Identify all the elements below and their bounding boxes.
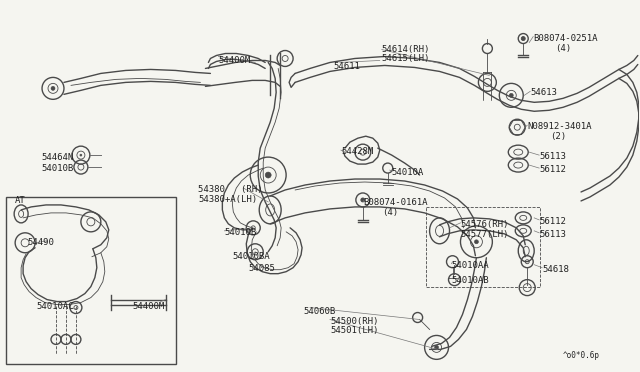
Text: 54010B: 54010B	[41, 164, 74, 173]
Text: 54400M: 54400M	[132, 302, 165, 311]
Circle shape	[51, 86, 55, 90]
Text: 54428M: 54428M	[341, 147, 373, 156]
Text: B08074-0251A: B08074-0251A	[533, 33, 598, 42]
Text: 54085: 54085	[248, 264, 275, 273]
Text: 54611: 54611	[333, 62, 360, 71]
Circle shape	[80, 154, 82, 156]
Text: 54380   (RH): 54380 (RH)	[198, 185, 263, 194]
Text: 54060B: 54060B	[303, 307, 335, 315]
Text: (2): (2)	[550, 132, 566, 141]
Text: 54010B: 54010B	[225, 228, 257, 237]
Text: 54400M: 54400M	[218, 57, 251, 65]
Text: 54380+A(LH): 54380+A(LH)	[198, 195, 257, 204]
Text: 54501(LH): 54501(LH)	[330, 327, 378, 336]
Text: 54615(LH): 54615(LH)	[382, 54, 430, 64]
Text: 54010AB: 54010AB	[451, 276, 489, 285]
Text: 54618: 54618	[542, 265, 569, 274]
Text: 54577(LH): 54577(LH)	[460, 230, 509, 239]
Text: 54614(RH): 54614(RH)	[382, 45, 430, 54]
Bar	[426, 207, 540, 286]
Text: 54010AA: 54010AA	[451, 261, 489, 270]
Circle shape	[521, 36, 525, 41]
Text: 54576(RH): 54576(RH)	[460, 220, 509, 229]
Text: (4): (4)	[382, 208, 398, 217]
Text: 54010A: 54010A	[392, 168, 424, 177]
Text: B08074-0161A: B08074-0161A	[363, 198, 428, 207]
Text: 54010BA: 54010BA	[232, 252, 270, 261]
Text: 56113: 56113	[539, 230, 566, 239]
Circle shape	[265, 172, 271, 178]
Text: 54490: 54490	[27, 238, 54, 247]
Circle shape	[474, 240, 479, 244]
Circle shape	[435, 346, 438, 349]
Text: N08912-3401A: N08912-3401A	[527, 122, 592, 131]
Text: 56112: 56112	[539, 165, 566, 174]
Text: 54010AC: 54010AC	[36, 302, 74, 311]
Text: 54613: 54613	[530, 89, 557, 97]
Text: AT: AT	[15, 196, 26, 205]
Circle shape	[361, 198, 365, 202]
Text: (4): (4)	[555, 44, 572, 52]
Circle shape	[509, 93, 513, 97]
Text: 54464N: 54464N	[41, 153, 74, 162]
Text: 56112: 56112	[539, 217, 566, 226]
Text: 54500(RH): 54500(RH)	[330, 317, 378, 326]
Text: 56113: 56113	[539, 152, 566, 161]
Bar	[6, 197, 175, 364]
Text: ^o0*0.6p: ^o0*0.6p	[563, 352, 600, 360]
